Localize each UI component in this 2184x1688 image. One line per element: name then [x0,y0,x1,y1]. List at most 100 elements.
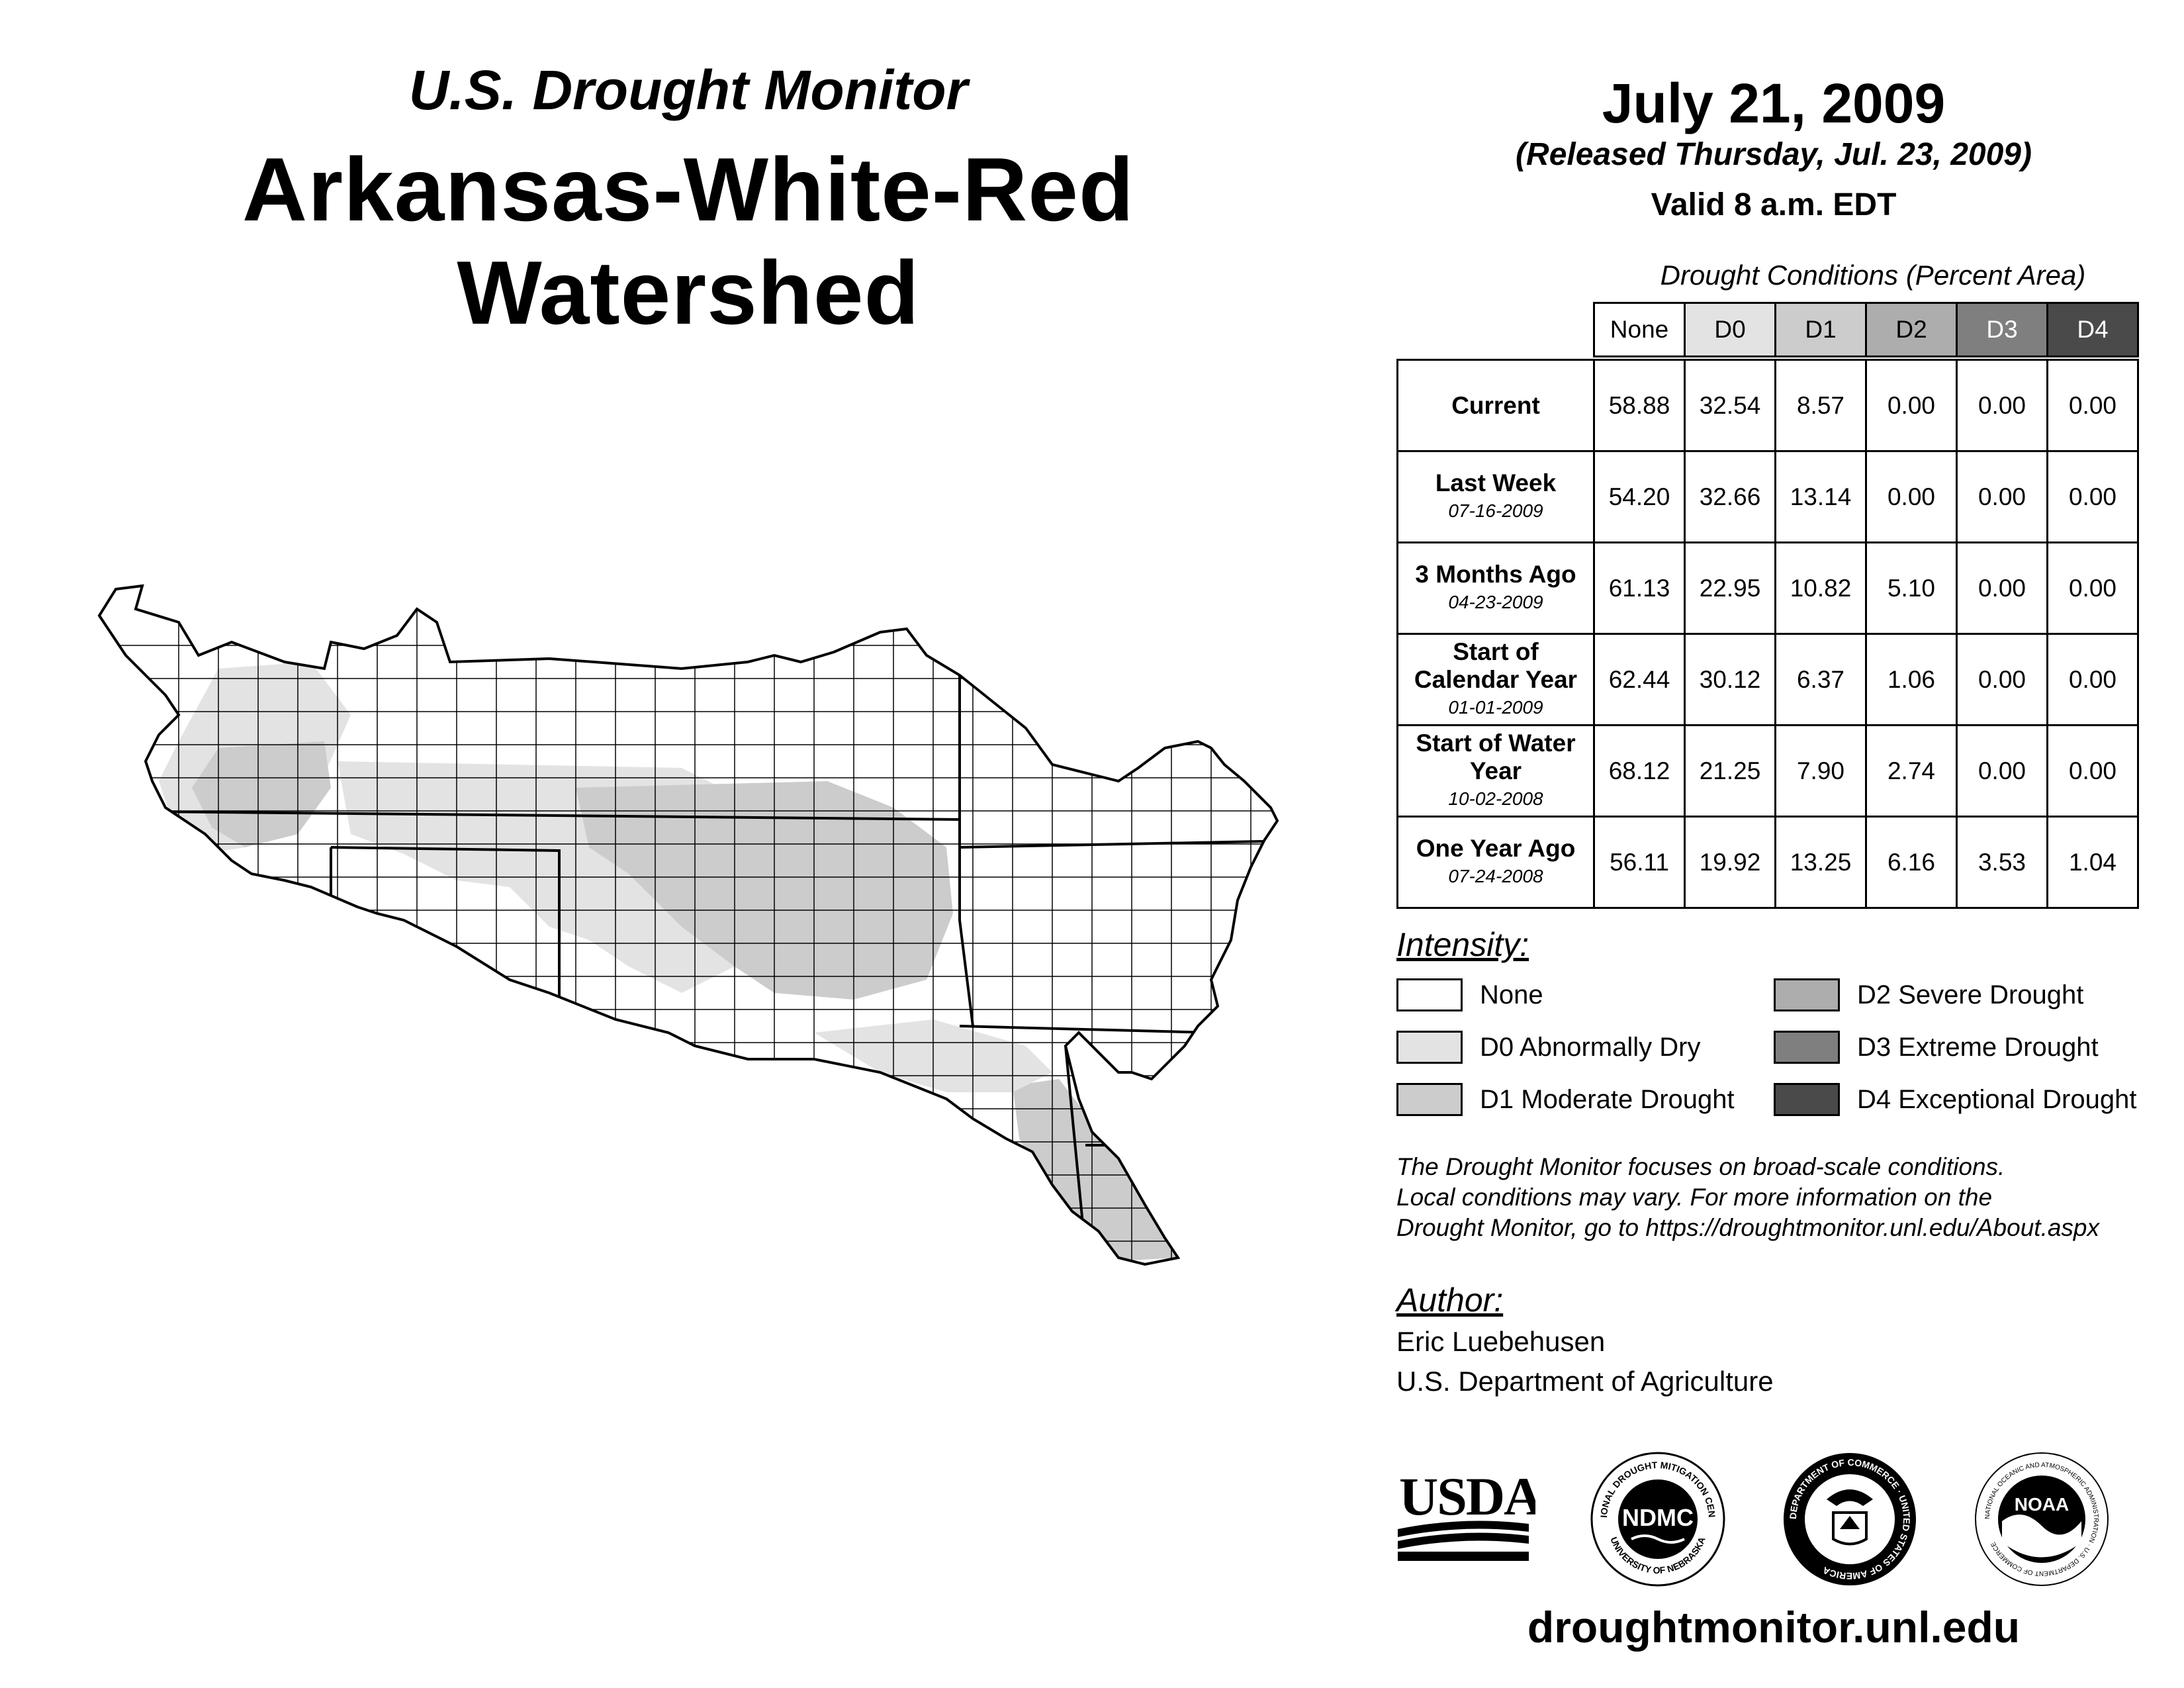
map-date: July 21, 2009 [1602,72,1946,134]
cell-value: 0.00 [1956,541,2048,635]
cell-value: 0.00 [1865,450,1958,543]
table-row: Last Week 07-16-2009 54.20 32.66 13.14 0.… [1396,450,2139,543]
col-header-d1: D1 [1774,302,1867,357]
table-title: Drought Conditions (Percent Area) [1660,259,2086,291]
cell-value: 0.00 [1956,450,2048,543]
cell-value: 0.00 [2046,724,2139,818]
row-date: 04-23-2009 [1448,591,1543,612]
legend-swatch [1396,1083,1463,1116]
note-line: Local conditions may vary. For more info… [1396,1184,1993,1211]
cell-value: 19.92 [1684,816,1776,909]
header-blank [1398,303,1594,357]
d1-area-central [576,781,953,1000]
row-label: Current [1396,359,1595,452]
col-header-none: None [1593,302,1686,357]
cell-value: 8.57 [1774,359,1867,452]
table-row: 3 Months Ago 04-23-2009 61.13 22.95 10.82… [1396,541,2139,635]
row-label-text: Current [1451,391,1540,419]
col-header-d4: D4 [2046,302,2139,357]
table-header-row: None D0 D1 D2 D3 D4 [1398,302,2139,357]
cell-value: 58.88 [1593,359,1686,452]
cell-value: 10.82 [1774,541,1867,635]
row-label-text: 3 Months Ago [1415,560,1576,588]
disclaimer-note: The Drought Monitor focuses on broad-sca… [1396,1152,2177,1243]
note-line: The Drought Monitor focuses on broad-sca… [1396,1153,2005,1180]
col-header-d2: D2 [1865,302,1958,357]
intensity-title: Intensity: [1396,926,1529,963]
row-label-text: Last Week [1435,469,1557,496]
cell-value: 30.12 [1684,633,1776,726]
row-label: One Year Ago 07-24-2008 [1396,816,1595,909]
website-link[interactable]: droughtmonitor.unl.edu [1527,1603,2021,1652]
drought-areas [159,662,1178,1261]
seagull-icon [2002,1515,2081,1558]
row-date: 10-02-2008 [1448,788,1543,809]
cell-value: 2.74 [1865,724,1958,818]
legend-swatch [1396,978,1463,1011]
row-label: Start of Water Year 10-02-2008 [1396,724,1595,818]
row-label-text: Start of Calendar Year [1414,637,1578,693]
cell-value: 7.90 [1774,724,1867,818]
row-label: 3 Months Ago 04-23-2009 [1396,541,1595,635]
legend-swatch [1774,1083,1840,1116]
eagle-icon [1827,1489,1873,1506]
cell-value: 13.14 [1774,450,1867,543]
row-label-text: Start of Water Year [1416,729,1576,784]
d1-area-south [1013,1079,1178,1261]
cell-value: 0.00 [2046,541,2139,635]
cell-value: 0.00 [1956,359,2048,452]
row-date: 07-16-2009 [1448,500,1543,521]
usda-logo: USDA [1398,1466,1535,1561]
cell-value: 5.10 [1865,541,1958,635]
legend-label: None [1480,980,1543,1009]
row-date: 07-24-2008 [1448,865,1543,886]
noaa-logo-text: NOAA [2015,1494,2069,1515]
legend-label: D4 Exceptional Drought [1857,1085,2137,1114]
d1-area-west [192,741,331,847]
cell-value: 13.25 [1774,816,1867,909]
cell-value: 1.04 [2046,816,2139,909]
drought-conditions-table: None D0 D1 D2 D3 D4 Current 58.88 32.54 … [1396,302,2139,909]
cell-value: 54.20 [1593,450,1686,543]
cell-value: 61.13 [1593,541,1686,635]
cell-value: 1.06 [1865,633,1958,726]
cell-value: 56.11 [1593,816,1686,909]
cell-value: 0.00 [2046,633,2139,726]
col-header-d3: D3 [1956,302,2048,357]
map-subtitle: U.S. Drought Monitor [408,59,968,121]
cell-value: 68.12 [1593,724,1686,818]
table-row: One Year Ago 07-24-2008 56.11 19.92 13.25… [1396,816,2139,909]
ndmc-logo-text: NDMC [1622,1504,1694,1531]
table-row: Start of Water Year 10-02-2008 68.12 21.2… [1396,724,2139,818]
cell-value: 22.95 [1684,541,1776,635]
legend-swatch [1774,1031,1840,1064]
cell-value: 3.53 [1956,816,2048,909]
noaa-logo: NATIONAL OCEANIC AND ATMOSPHERIC ADMINIS… [1975,1452,2109,1586]
release-date: (Released Thursday, Jul. 23, 2009) [1516,137,2032,172]
cell-value: 0.00 [1956,633,2048,726]
legend-swatch [1774,978,1840,1011]
cell-value: 32.66 [1684,450,1776,543]
cell-value: 0.00 [1865,359,1958,452]
row-label-text: One Year Ago [1416,834,1576,862]
cell-value: 0.00 [1956,724,2048,818]
row-label: Start of Calendar Year 01-01-2009 [1396,633,1595,726]
cell-value: 32.54 [1684,359,1776,452]
note-line: Drought Monitor, go to https://droughtmo… [1396,1214,2099,1241]
usda-logo-text: USDA [1399,1466,1535,1526]
legend-label: D0 Abnormally Dry [1480,1033,1701,1062]
author-org: U.S. Department of Agriculture [1396,1366,1774,1397]
cell-value: 21.25 [1684,724,1776,818]
col-header-d0: D0 [1684,302,1776,357]
cell-value: 0.00 [2046,450,2139,543]
commerce-logo: DEPARTMENT OF COMMERCE · UNITED STATES O… [1784,1453,1916,1585]
watershed-map [98,585,1279,1266]
legend-label: D2 Severe Drought [1857,980,2084,1009]
cell-value: 6.16 [1865,816,1958,909]
author-name: Eric Luebehusen [1396,1326,1606,1357]
cell-value: 6.37 [1774,633,1867,726]
author-title: Author: [1396,1282,1504,1319]
table-row: Start of Calendar Year 01-01-2009 62.44 3… [1396,633,2139,726]
row-date: 01-01-2009 [1448,696,1543,718]
valid-time: Valid 8 a.m. EDT [1651,187,1897,222]
